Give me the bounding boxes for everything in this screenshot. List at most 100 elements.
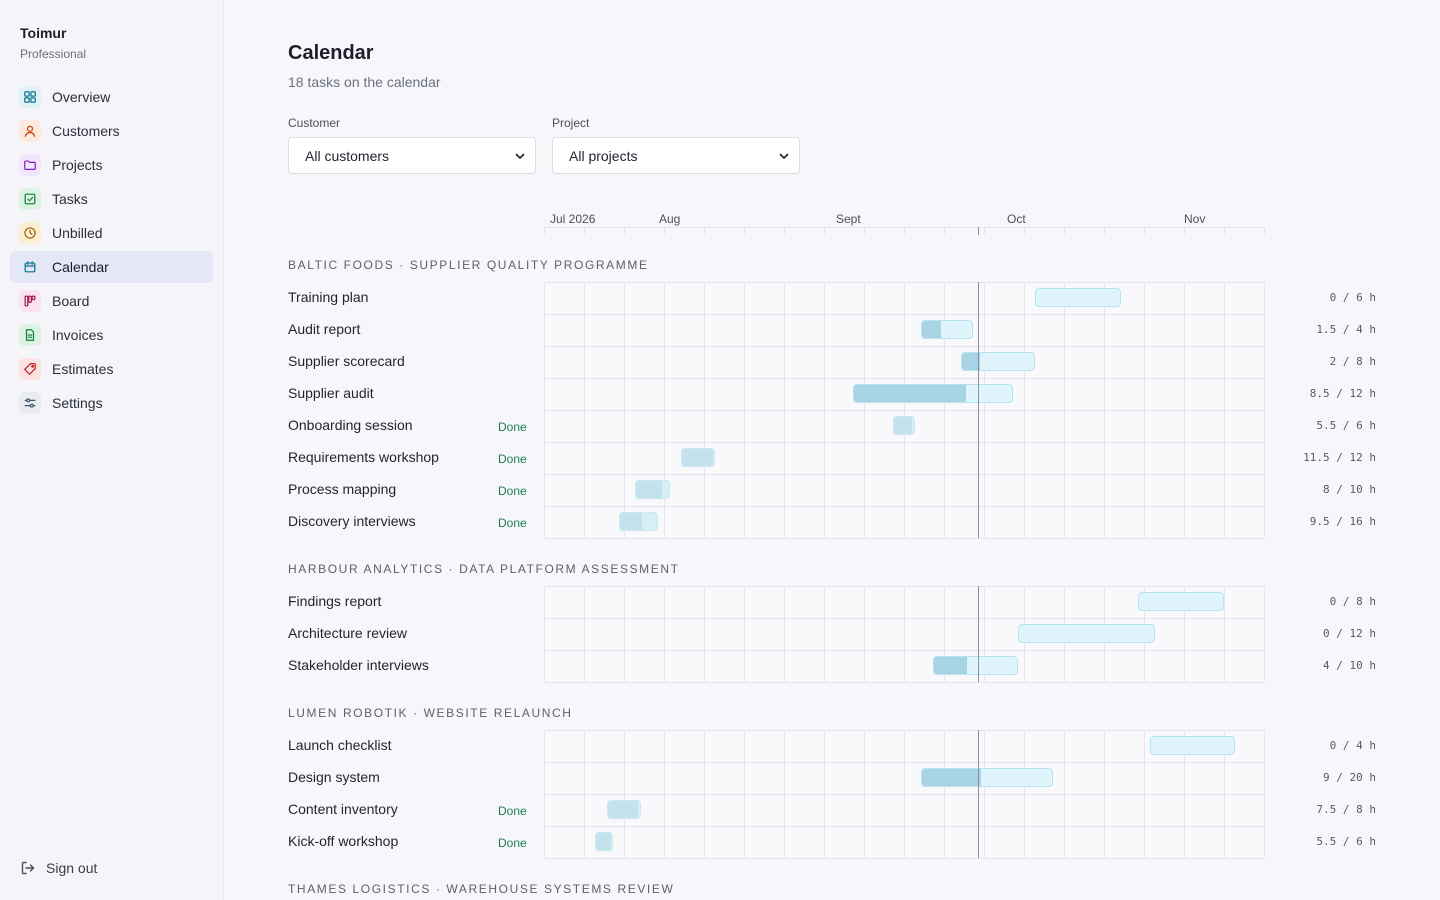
grid-column-line [624,586,625,682]
task-name: Kick-off workshop [288,833,399,849]
grid-row [544,586,1264,618]
project-filter-label: Project [552,116,590,130]
sidebar-item-estimates[interactable]: Estimates [10,353,213,385]
task-bar[interactable] [853,384,1013,403]
task-row[interactable]: Architecture review 0 / 12 h [288,618,1388,650]
sign-out-icon [21,861,35,875]
customer-select[interactable]: All customers [288,137,536,174]
task-bar-progress [922,321,941,338]
group-title: LUMEN ROBOTIK · WEBSITE RELAUNCH [288,706,573,720]
grid-column-line [944,586,945,682]
sidebar-nav: Overview Customers Projects Tasks Unbilled Ca… [10,81,213,421]
task-bar-progress [636,481,663,498]
invoice-icon [19,324,41,346]
task-hours: 1.5 / 4 h [1316,323,1376,336]
sidebar-item-invoices[interactable]: Invoices [10,319,213,351]
task-row[interactable]: Audit report 1.5 / 4 h [288,314,1388,346]
grid-row [544,650,1264,682]
month-label: Oct [1007,212,1026,226]
group-title: BALTIC FOODS · SUPPLIER QUALITY PROGRAMM… [288,258,649,272]
task-row[interactable]: Discovery interviews Done 9.5 / 16 h [288,506,1388,538]
task-bar[interactable] [681,448,715,467]
task-hours: 0 / 8 h [1329,595,1376,608]
customer-select-value: All customers [305,147,390,164]
task-bar[interactable] [595,832,613,851]
sidebar-item-label: Projects [52,157,103,173]
task-hours: 0 / 6 h [1329,291,1376,304]
grid-column-line [744,586,745,682]
task-bar-progress [620,513,642,530]
task-hours: 0 / 12 h [1323,627,1376,640]
task-bar[interactable] [933,656,1018,675]
task-bar-progress [682,449,713,466]
sidebar-item-label: Calendar [52,259,109,275]
task-row[interactable]: Content inventory Done 7.5 / 8 h [288,794,1388,826]
customer-filter: Customer All customers [288,116,536,174]
task-row[interactable]: Findings report 0 / 8 h [288,586,1388,618]
main-content: Calendar 18 tasks on the calendar Custom… [224,0,1440,900]
task-bar-progress [962,353,980,370]
task-row[interactable]: Supplier audit 8.5 / 12 h [288,378,1388,410]
task-row[interactable]: Process mapping Done 8 / 10 h [288,474,1388,506]
task-bar[interactable] [1150,736,1235,755]
sidebar-item-customers[interactable]: Customers [10,115,213,147]
task-bar[interactable] [921,768,1053,787]
done-badge: Done [498,484,527,498]
task-row[interactable]: Stakeholder interviews 4 / 10 h [288,650,1388,682]
task-bar[interactable] [1138,592,1224,611]
timeline-grid [544,282,1265,539]
task-row[interactable]: Launch checklist 0 / 4 h [288,730,1388,762]
project-select[interactable]: All projects [552,137,800,174]
task-row[interactable]: Kick-off workshop Done 5.5 / 6 h [288,826,1388,858]
done-badge: Done [498,836,527,850]
task-hours: 11.5 / 12 h [1303,451,1376,464]
user-icon [19,120,41,142]
calendar-icon [19,256,41,278]
task-row[interactable]: Design system 9 / 20 h [288,762,1388,794]
project-select-value: All projects [569,147,638,164]
sidebar-item-label: Settings [52,395,103,411]
task-row[interactable]: Supplier scorecard 2 / 8 h [288,346,1388,378]
check-square-icon [19,188,41,210]
grid-column-line [704,586,705,682]
today-marker [978,227,979,235]
task-hours: 8.5 / 12 h [1309,387,1376,400]
grid-icon [19,86,41,108]
task-bar[interactable] [1035,288,1121,307]
task-bar[interactable] [607,800,641,819]
task-bar[interactable] [921,320,973,339]
sidebar-item-tasks[interactable]: Tasks [10,183,213,215]
axis-tick [984,227,985,234]
task-row[interactable]: Training plan 0 / 6 h [288,282,1388,314]
task-row[interactable]: Onboarding session Done 5.5 / 6 h [288,410,1388,442]
done-badge: Done [498,516,527,530]
timeline-grid [544,586,1265,683]
today-line [978,586,979,682]
task-bar[interactable] [961,352,1035,371]
grid-row [544,378,1264,410]
task-bar[interactable] [635,480,670,499]
grid-row [544,826,1264,858]
axis-tick [584,227,585,234]
task-bar[interactable] [893,416,915,435]
task-row[interactable]: Requirements workshop Done 11.5 / 12 h [288,442,1388,474]
task-bar[interactable] [619,512,658,531]
task-bar-progress [854,385,967,402]
timeline-axis: Jul 2026 Aug Sept Oct Nov [544,208,1265,236]
grid-column-line [984,586,985,682]
sidebar-item-label: Overview [52,89,111,105]
sidebar-item-calendar[interactable]: Calendar [10,251,213,283]
timeline-grid [544,730,1265,859]
sidebar-item-projects[interactable]: Projects [10,149,213,181]
sign-out-button[interactable]: Sign out [20,860,97,876]
sidebar-item-overview[interactable]: Overview [10,81,213,113]
sidebar-item-unbilled[interactable]: Unbilled [10,217,213,249]
grid-row [544,442,1264,474]
sidebar-item-board[interactable]: Board [10,285,213,317]
today-line [978,730,979,858]
task-bar[interactable] [1018,624,1155,643]
grid-row [544,762,1264,794]
month-label: Aug [659,212,681,226]
sidebar-item-label: Invoices [52,327,104,343]
sidebar-item-settings[interactable]: Settings [10,387,213,419]
